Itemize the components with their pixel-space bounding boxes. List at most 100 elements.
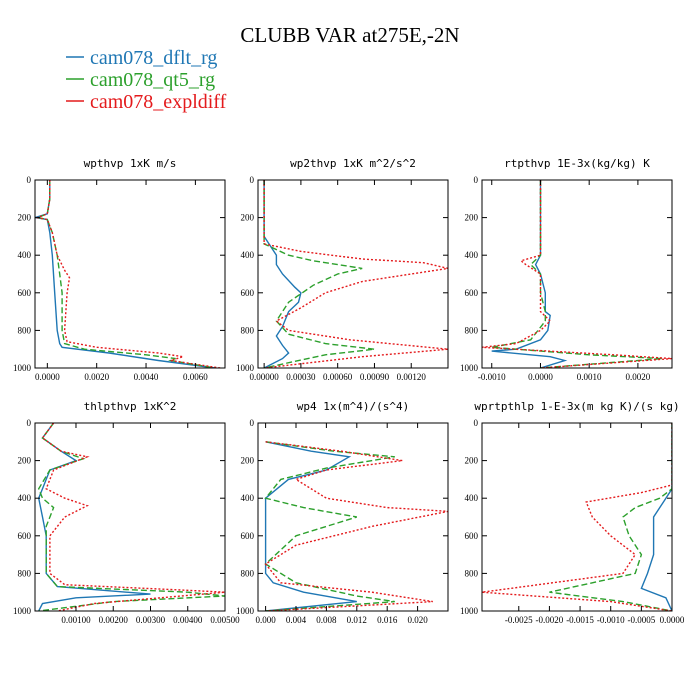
y-tick-label: 200 <box>18 213 32 223</box>
panel-5: wprtpthlp 1-E-3x(m kg K)/(s kg) 0 200 400 60… <box>460 400 685 625</box>
series-line-1 <box>264 441 395 611</box>
y-tick-label: 800 <box>18 325 32 335</box>
y-tick-label: 600 <box>18 288 32 298</box>
figure-title: CLUBB VAR at275E,-2N <box>240 23 459 47</box>
y-tick-label: 1000 <box>460 363 479 373</box>
x-tick-label: 0.0040 <box>134 372 159 382</box>
y-tick-label: 1000 <box>236 363 255 373</box>
series-line-2 <box>41 423 225 611</box>
plot-frame <box>34 179 226 369</box>
series-line-1 <box>491 180 663 368</box>
series-line-0 <box>37 423 151 611</box>
plot-frame <box>481 179 673 369</box>
series-line-0 <box>35 180 216 368</box>
y-tick-label: 0 <box>250 175 255 185</box>
x-tick-label: 0.0000 <box>35 372 60 382</box>
series-line-0 <box>640 423 672 611</box>
series-line-2 <box>263 180 448 368</box>
x-tick-label: 0.00030 <box>286 372 316 382</box>
x-tick-label: 0.00060 <box>323 372 353 382</box>
panel-title-1: wp2thvp 1xK m^2/s^2 <box>290 157 416 170</box>
x-tick-label: 0.00300 <box>136 615 166 625</box>
series-line-2 <box>482 180 672 368</box>
y-tick-label: 800 <box>241 325 255 335</box>
y-tick-label: 200 <box>465 456 479 466</box>
x-tick-label: 0.0000 <box>528 372 553 382</box>
y-tick-label: 400 <box>18 250 32 260</box>
x-tick-label: 0.00000 <box>250 372 280 382</box>
plot-frame <box>257 179 449 369</box>
y-tick-label: 200 <box>241 456 255 466</box>
y-tick-label: 400 <box>241 493 255 503</box>
y-tick-label: 400 <box>241 250 255 260</box>
x-tick-label: 0.008 <box>316 615 337 625</box>
y-tick-label: 200 <box>465 213 479 223</box>
panel-title-5: wprtpthlp 1-E-3x(m kg K)/(s kg) <box>474 400 679 413</box>
x-tick-label: 0.00400 <box>173 615 203 625</box>
plot-frame <box>257 422 449 612</box>
y-tick-label: 1000 <box>13 606 32 616</box>
y-tick-label: 200 <box>241 213 255 223</box>
x-tick-label: 0.0020 <box>626 372 651 382</box>
x-tick-label: 0.00090 <box>360 372 390 382</box>
x-tick-label: 0.00120 <box>397 372 427 382</box>
legend-label-dflt: cam078_dflt_rg <box>90 47 217 69</box>
series-line-1 <box>549 423 672 611</box>
x-tick-label: -0.0010 <box>597 615 625 625</box>
series-line-1 <box>263 180 375 368</box>
y-tick-label: 0 <box>474 418 479 428</box>
panel-title-2: rtpthvp 1E-3x(kg/kg) K <box>504 157 650 170</box>
x-tick-label: 0.016 <box>377 615 398 625</box>
panel-2: rtpthvp 1E-3x(kg/kg) K 0 200 400 600 800 1000-… <box>460 157 673 382</box>
y-tick-label: 1000 <box>460 606 479 616</box>
y-tick-label: 0 <box>250 418 255 428</box>
y-tick-label: 200 <box>18 456 32 466</box>
series-line-1 <box>35 180 216 368</box>
x-tick-label: 0.020 <box>407 615 428 625</box>
x-tick-label: 0.012 <box>347 615 367 625</box>
x-tick-label: -0.0020 <box>536 615 564 625</box>
legend-label-qt5: cam078_qt5_rg <box>90 69 215 91</box>
panel-3: thlpthvp 1xK^2 0 200 400 600 800 1000 0.00100 0.… <box>13 400 240 625</box>
y-tick-label: 800 <box>465 325 479 335</box>
x-tick-label: 0.0000 <box>660 615 685 625</box>
x-tick-label: 0.00500 <box>210 615 240 625</box>
y-tick-label: 600 <box>241 531 255 541</box>
y-tick-label: 400 <box>465 250 479 260</box>
y-tick-label: 0 <box>27 418 32 428</box>
y-tick-label: 600 <box>241 288 255 298</box>
x-tick-label: 0.0020 <box>84 372 109 382</box>
plot-frame <box>34 422 226 612</box>
y-tick-label: 800 <box>241 568 255 578</box>
y-tick-label: 1000 <box>236 606 255 616</box>
series-line-0 <box>263 180 302 368</box>
y-tick-label: 800 <box>465 568 479 578</box>
series-line-2 <box>482 423 672 611</box>
series-line-1 <box>37 423 225 611</box>
x-tick-label: 0.000 <box>255 615 276 625</box>
legend: cam078_dflt_rg cam078_qt5_rg cam078_expl… <box>66 47 227 113</box>
y-tick-label: 600 <box>465 288 479 298</box>
x-tick-label: -0.0005 <box>627 615 655 625</box>
legend-label-expldiff: cam078_expldiff <box>90 91 227 113</box>
y-tick-label: 800 <box>18 568 32 578</box>
y-tick-label: 400 <box>18 493 32 503</box>
x-tick-label: 0.00200 <box>99 615 129 625</box>
panel-title-3: thlpthvp 1xK^2 <box>84 400 177 413</box>
panel-1: wp2thvp 1xK m^2/s^2020040060080010000.00… <box>236 157 449 382</box>
y-tick-label: 0 <box>474 175 479 185</box>
series-line-2 <box>35 180 221 368</box>
series-line-2 <box>264 441 448 611</box>
x-tick-label: -0.0010 <box>478 372 506 382</box>
x-tick-label: 0.0060 <box>183 372 208 382</box>
y-tick-label: 600 <box>465 531 479 541</box>
x-tick-label: -0.0015 <box>566 615 594 625</box>
plot-frame <box>481 422 673 612</box>
series-line-0 <box>264 441 357 611</box>
y-tick-label: 0 <box>27 175 32 185</box>
